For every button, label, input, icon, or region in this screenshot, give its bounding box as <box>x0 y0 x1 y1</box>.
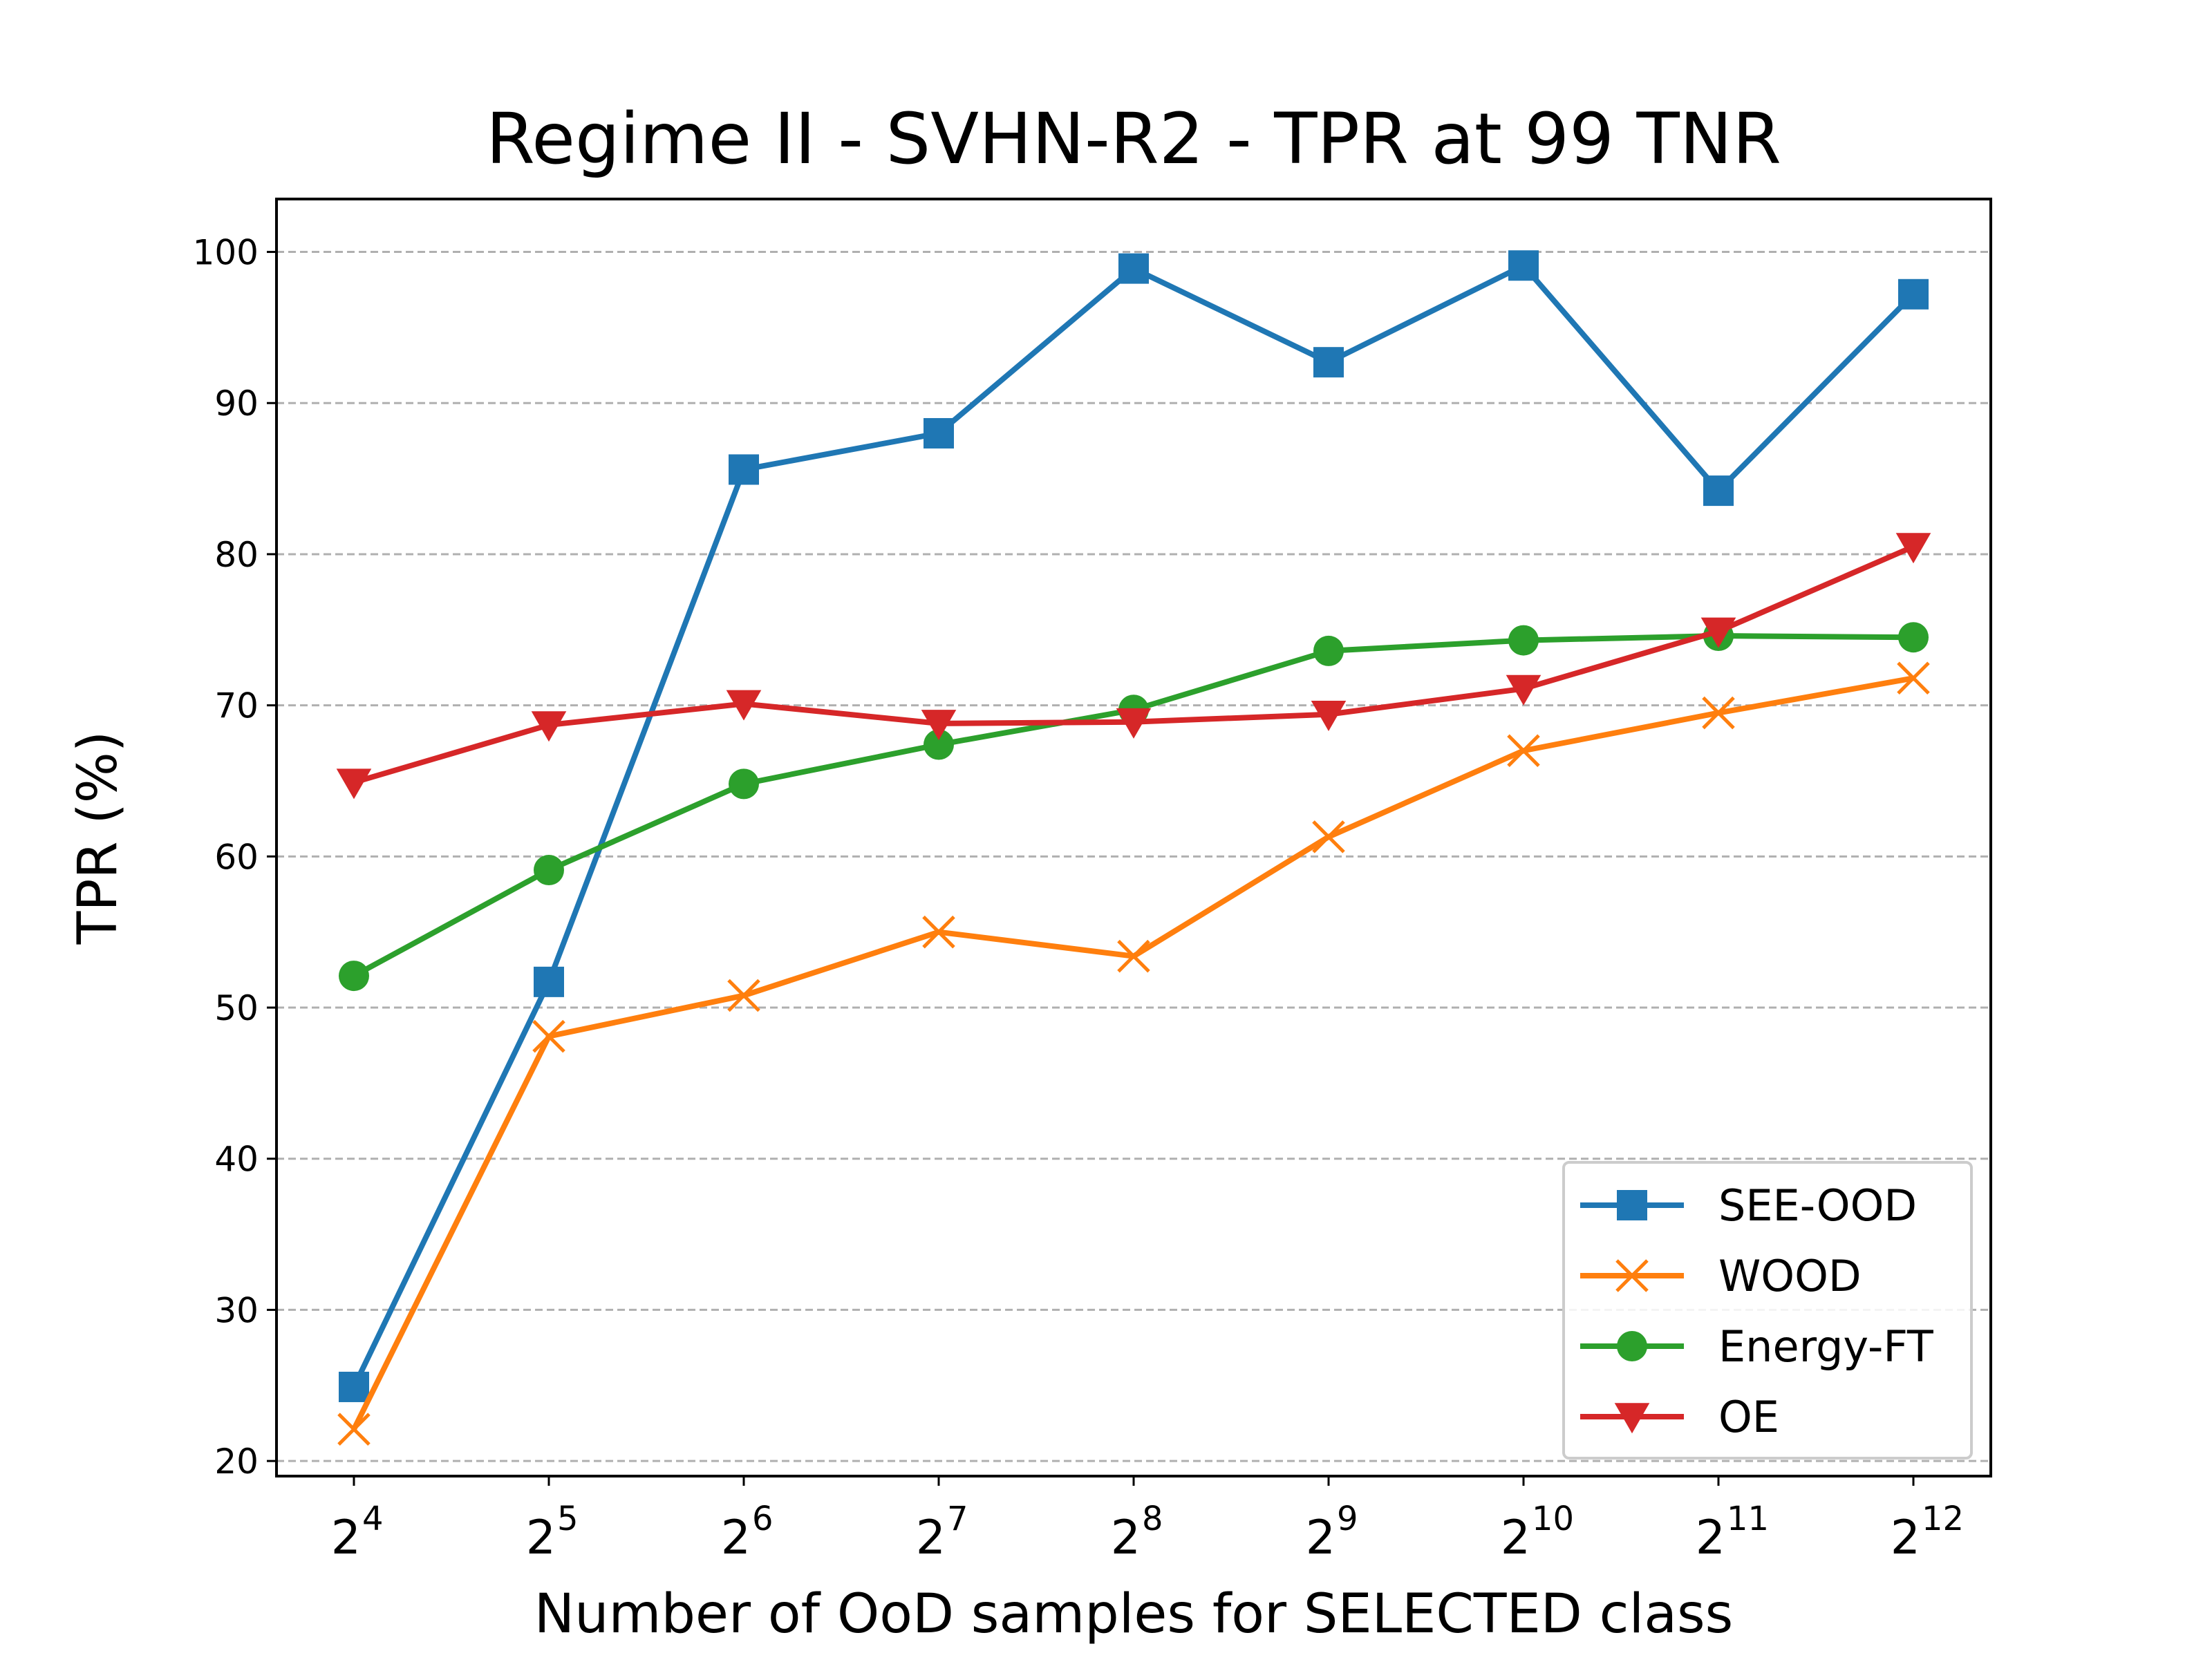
data-point <box>1614 1403 1650 1434</box>
data-point <box>726 690 762 721</box>
y-tick-label: 60 <box>214 837 259 877</box>
y-tick-label: 20 <box>214 1442 259 1482</box>
legend-box <box>1562 1161 1973 1460</box>
data-point <box>1617 1331 1647 1361</box>
legend: SEE-OOD WOOD Energy-FT OE <box>1562 1161 1973 1460</box>
data-point <box>1312 820 1345 853</box>
legend-item: WOOD <box>1580 1251 1862 1301</box>
chart-title: Regime II - SVHN-R2 - TPR at 99 TNR <box>486 98 1781 180</box>
data-point <box>1702 696 1735 730</box>
data-point <box>1117 939 1150 973</box>
x-tick-label-base: 2 <box>526 1511 556 1565</box>
series-oe <box>336 533 1931 800</box>
legend-label: Energy-FT <box>1718 1321 1934 1372</box>
data-point <box>339 961 369 992</box>
data-point <box>1313 347 1344 378</box>
data-point <box>924 729 954 760</box>
legend-item: SEE-OOD <box>1580 1180 1917 1231</box>
legend-label: OE <box>1718 1392 1779 1442</box>
data-point <box>729 768 759 800</box>
x-axis-label: Number of OoD samples for SELECTED class <box>534 1583 1734 1645</box>
legend-item: Energy-FT <box>1580 1321 1934 1372</box>
data-point <box>337 1413 371 1446</box>
y-tick-label: 30 <box>214 1290 259 1330</box>
data-point <box>534 855 564 886</box>
data-point <box>336 768 372 800</box>
x-tick-label-exponent: 11 <box>1727 1500 1769 1538</box>
data-point <box>339 1371 369 1402</box>
x-tick-label-exponent: 5 <box>557 1500 579 1538</box>
x-tick-label-exponent: 7 <box>947 1500 968 1538</box>
series-see-ood <box>339 250 1929 1402</box>
data-point <box>921 710 957 741</box>
x-tick-label-base: 2 <box>916 1511 946 1565</box>
data-point <box>1897 661 1930 695</box>
data-point <box>1313 635 1344 666</box>
y-tick-label: 40 <box>214 1140 259 1180</box>
series-group <box>336 250 1931 1446</box>
data-point <box>1507 734 1540 768</box>
x-tick-label-base: 2 <box>1696 1511 1725 1565</box>
y-tick-label: 80 <box>214 535 259 575</box>
data-point <box>727 979 760 1012</box>
data-point <box>532 1019 565 1053</box>
data-point <box>729 454 759 485</box>
x-tick-label-base: 2 <box>1306 1511 1335 1565</box>
data-point <box>922 915 955 949</box>
x-tick-label-exponent: 4 <box>362 1500 384 1538</box>
x-axis-ticks: 2 4 2 5 2 6 2 7 2 8 2 9 2 10 2 11 2 12 <box>331 1476 1964 1565</box>
x-tick-label-exponent: 9 <box>1337 1500 1358 1538</box>
y-axis-label: TPR (%) <box>67 731 129 945</box>
data-point <box>924 417 954 448</box>
data-point <box>1895 533 1931 564</box>
x-tick-label-exponent: 12 <box>1922 1500 1964 1538</box>
data-point <box>1508 625 1539 656</box>
x-tick-label-base: 2 <box>1891 1511 1920 1565</box>
y-axis-ticks: 20 30 40 50 60 70 80 90 100 <box>193 233 276 1482</box>
data-point <box>531 711 567 742</box>
data-point <box>1508 250 1539 281</box>
legend-label: SEE-OOD <box>1718 1180 1917 1231</box>
data-point <box>1615 1259 1649 1292</box>
data-point <box>1617 1190 1647 1220</box>
y-tick-label: 50 <box>214 988 259 1028</box>
data-point <box>1703 475 1734 507</box>
y-tick-label: 70 <box>214 686 259 726</box>
legend-label: WOOD <box>1718 1251 1862 1301</box>
x-tick-label-base: 2 <box>1111 1511 1141 1565</box>
y-tick-label: 100 <box>193 233 259 273</box>
x-tick-label-exponent: 10 <box>1532 1500 1574 1538</box>
x-tick-label-base: 2 <box>1501 1511 1530 1565</box>
data-point <box>1311 700 1347 731</box>
data-point <box>1898 278 1929 310</box>
x-tick-label-base: 2 <box>331 1511 361 1565</box>
data-point <box>1898 622 1929 653</box>
series-wood <box>337 661 1930 1446</box>
x-tick-label-exponent: 6 <box>752 1500 774 1538</box>
x-tick-label-base: 2 <box>721 1511 751 1565</box>
data-point <box>1506 674 1541 706</box>
data-point <box>1118 253 1149 284</box>
data-point <box>1700 617 1736 648</box>
data-point <box>1116 708 1152 739</box>
x-tick-label-exponent: 8 <box>1142 1500 1163 1538</box>
data-point <box>534 966 564 997</box>
legend-item: OE <box>1580 1392 1779 1442</box>
y-tick-label: 90 <box>214 384 259 424</box>
